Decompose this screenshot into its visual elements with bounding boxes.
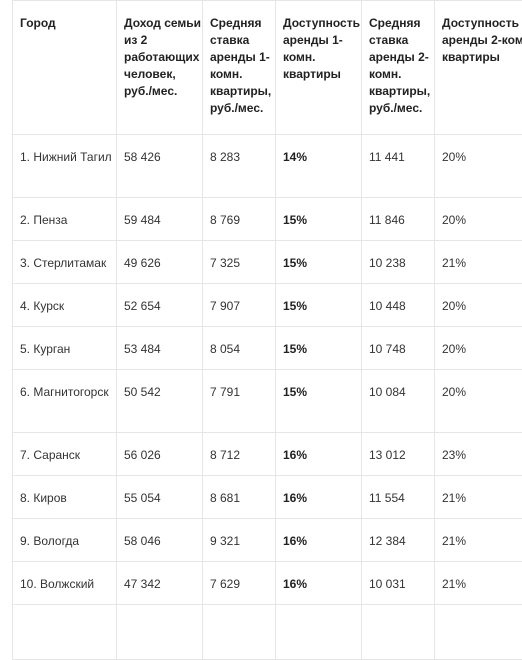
cell-rent-2room: 10 084 — [362, 370, 435, 433]
cell-income — [117, 605, 203, 660]
header-family-income: Доход семьи из 2 работающих человек, руб… — [117, 1, 203, 135]
cell-affordability-1room: 14% — [276, 135, 362, 198]
table-row: 3. Стерлитамак 49 626 7 325 15% 10 238 2… — [13, 241, 522, 284]
cell-affordability-2room: 20% — [435, 370, 522, 433]
cell-rent-2room: 11 441 — [362, 135, 435, 198]
cell-affordability-1room: 16% — [276, 433, 362, 476]
cell-rent-2room: 12 384 — [362, 519, 435, 562]
cell-income: 47 342 — [117, 562, 203, 605]
cell-rent-2room — [362, 605, 435, 660]
cell-city: 7. Саранск — [13, 433, 117, 476]
cell-income: 53 484 — [117, 327, 203, 370]
cell-income: 52 654 — [117, 284, 203, 327]
cell-income: 58 046 — [117, 519, 203, 562]
cell-affordability-1room: 16% — [276, 519, 362, 562]
cell-rent-1room: 9 321 — [203, 519, 276, 562]
table-row: 10. Волжский 47 342 7 629 16% 10 031 21% — [13, 562, 522, 605]
header-affordability-1room: Доступность аренды 1-комн. квартиры — [276, 1, 362, 135]
cell-rent-1room: 8 769 — [203, 198, 276, 241]
cell-city — [13, 605, 117, 660]
cell-income: 49 626 — [117, 241, 203, 284]
cell-rent-1room: 8 712 — [203, 433, 276, 476]
cell-affordability-2room: 20% — [435, 198, 522, 241]
cell-rent-2room: 11 554 — [362, 476, 435, 519]
cell-rent-2room: 10 448 — [362, 284, 435, 327]
cell-city: 3. Стерлитамак — [13, 241, 117, 284]
cell-income: 59 484 — [117, 198, 203, 241]
cell-rent-1room: 7 907 — [203, 284, 276, 327]
cell-affordability-2room: 20% — [435, 284, 522, 327]
cell-city: 4. Курск — [13, 284, 117, 327]
cell-rent-2room: 10 238 — [362, 241, 435, 284]
cell-affordability-1room: 15% — [276, 370, 362, 433]
cell-rent-1room — [203, 605, 276, 660]
cell-rent-2room: 10 748 — [362, 327, 435, 370]
table-row: 7. Саранск 56 026 8 712 16% 13 012 23% — [13, 433, 522, 476]
table-row: 8. Киров 55 054 8 681 16% 11 554 21% — [13, 476, 522, 519]
cell-city: 2. Пенза — [13, 198, 117, 241]
cell-affordability-1room: 16% — [276, 562, 362, 605]
cell-rent-2room: 10 031 — [362, 562, 435, 605]
cell-affordability-2room: 23% — [435, 433, 522, 476]
cell-affordability-1room: 15% — [276, 241, 362, 284]
cell-rent-1room: 8 283 — [203, 135, 276, 198]
cell-affordability-2room — [435, 605, 522, 660]
cell-affordability-1room: 15% — [276, 198, 362, 241]
header-affordability-2room: Доступность аренды 2-комн. квартиры — [435, 1, 522, 135]
cell-affordability-1room — [276, 605, 362, 660]
cell-income: 55 054 — [117, 476, 203, 519]
cell-affordability-2room: 20% — [435, 327, 522, 370]
cell-rent-2room: 13 012 — [362, 433, 435, 476]
rental-affordability-table: Город Доход семьи из 2 работающих челове… — [12, 0, 522, 660]
table-row: 6. Магнитогорск 50 542 7 791 15% 10 084 … — [13, 370, 522, 433]
table-row: 1. Нижний Тагил 58 426 8 283 14% 11 441 … — [13, 135, 522, 198]
cell-city: 1. Нижний Тагил — [13, 135, 117, 198]
table-row — [13, 605, 522, 660]
cell-affordability-2room: 21% — [435, 241, 522, 284]
header-rent-2room: Средняя ставка аренды 2-комн. квартиры, … — [362, 1, 435, 135]
cell-rent-1room: 7 791 — [203, 370, 276, 433]
cell-city: 6. Магнитогорск — [13, 370, 117, 433]
cell-affordability-1room: 16% — [276, 476, 362, 519]
cell-rent-2room: 11 846 — [362, 198, 435, 241]
table-row: 2. Пенза 59 484 8 769 15% 11 846 20% — [13, 198, 522, 241]
cell-income: 58 426 — [117, 135, 203, 198]
cell-income: 50 542 — [117, 370, 203, 433]
table-row: 5. Курган 53 484 8 054 15% 10 748 20% — [13, 327, 522, 370]
cell-rent-1room: 8 681 — [203, 476, 276, 519]
cell-rent-1room: 7 325 — [203, 241, 276, 284]
table-row: 4. Курск 52 654 7 907 15% 10 448 20% — [13, 284, 522, 327]
cell-city: 8. Киров — [13, 476, 117, 519]
cell-rent-1room: 8 054 — [203, 327, 276, 370]
header-city: Город — [13, 1, 117, 135]
header-rent-1room: Средняя ставка аренды 1-комн. квартиры, … — [203, 1, 276, 135]
cell-affordability-1room: 15% — [276, 284, 362, 327]
cell-income: 56 026 — [117, 433, 203, 476]
cell-rent-1room: 7 629 — [203, 562, 276, 605]
cell-affordability-2room: 21% — [435, 476, 522, 519]
cell-affordability-2room: 21% — [435, 562, 522, 605]
cell-city: 9. Вологда — [13, 519, 117, 562]
cell-affordability-2room: 20% — [435, 135, 522, 198]
table-row: 9. Вологда 58 046 9 321 16% 12 384 21% — [13, 519, 522, 562]
table-header-row: Город Доход семьи из 2 работающих челове… — [13, 1, 522, 135]
cell-affordability-2room: 21% — [435, 519, 522, 562]
cell-city: 5. Курган — [13, 327, 117, 370]
cell-city: 10. Волжский — [13, 562, 117, 605]
cell-affordability-1room: 15% — [276, 327, 362, 370]
